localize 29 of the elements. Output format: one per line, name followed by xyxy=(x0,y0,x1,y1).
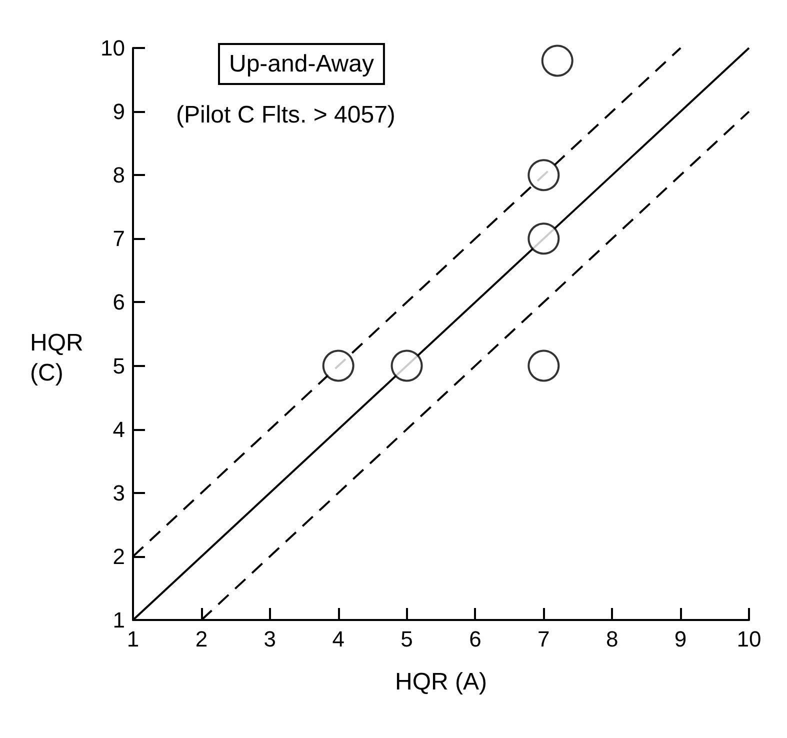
y-tick-label: 2 xyxy=(112,544,125,569)
annotation: (Pilot C Flts. > 4057) xyxy=(176,102,396,128)
y-tick-label: 3 xyxy=(112,480,125,506)
y-tick-label: 4 xyxy=(112,416,125,442)
point xyxy=(541,44,574,77)
y-tick-label: 1 xyxy=(112,608,125,632)
x-tick-label: 6 xyxy=(469,626,482,652)
x-tick-label: 2 xyxy=(195,626,208,652)
y-tick-label: 5 xyxy=(112,353,125,378)
y-axis-title: HQR (C) xyxy=(30,330,90,386)
point xyxy=(322,350,354,382)
x-tick-label: 8 xyxy=(606,626,618,652)
y-tick-label: 7 xyxy=(112,226,125,252)
x-tick-label: 5 xyxy=(400,626,413,652)
y-tick-label: 9 xyxy=(112,99,125,124)
x-tick-label: 4 xyxy=(332,626,344,652)
annotation: Up-and-Away xyxy=(229,50,374,78)
x-tick-label: 7 xyxy=(538,626,550,652)
point xyxy=(528,222,560,255)
x-axis-title: HQR (A) xyxy=(395,668,487,696)
y-tick-label: 6 xyxy=(112,290,125,315)
x-tick-label: 3 xyxy=(264,626,276,652)
point xyxy=(528,350,560,382)
x-tick-label: 9 xyxy=(674,626,687,652)
y-tick-label: 8 xyxy=(112,162,125,188)
y-tick-label: 10 xyxy=(100,36,125,60)
point xyxy=(390,350,423,382)
point xyxy=(528,159,560,192)
x-tick-label: 10 xyxy=(736,626,762,652)
